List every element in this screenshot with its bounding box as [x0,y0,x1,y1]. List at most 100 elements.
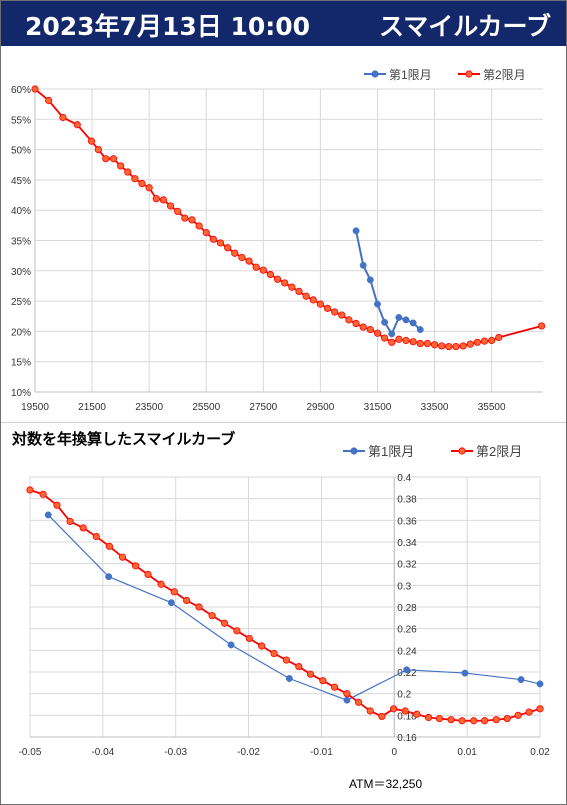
series-2-point [92,532,100,541]
series-2-point [94,146,102,154]
series-2-point [430,341,439,349]
series-1-point [44,511,52,519]
series-2-point [79,524,87,532]
x-tick-label: 21500 [78,402,106,413]
series-2-point [302,292,310,300]
series-1-point [536,680,544,688]
y-tick-label: 55% [11,115,31,126]
series-2-point [102,155,110,163]
series-2-point [224,244,232,252]
series-1-point [381,318,389,326]
header-timestamp: 2023年7月13日 10:00 [25,12,311,41]
series-2-point [132,562,140,570]
series-2-point [288,283,296,291]
series-2-point [117,162,125,170]
legend-swatch-marker [371,70,379,78]
series-1-line [355,230,421,336]
series-2-point [183,596,191,605]
y-tick-label: 0.24 [397,646,417,657]
series-2-point [266,270,275,279]
series-2-point [270,649,278,658]
y-tick-label: 0.26 [397,625,417,636]
series-2-point [39,490,47,498]
series-2-point [233,627,241,635]
series-2-point [366,325,374,334]
series-2-point [59,113,67,122]
atm-annotation: ATM＝32,250 [349,777,423,791]
series-2-point [281,279,289,287]
series-2-point [495,333,503,342]
y-tick-label: 0.4 [397,473,411,484]
x-tick-label: 23500 [135,402,163,413]
y-tick-label: 0.18 [397,711,417,722]
x-tick-label: 27500 [249,402,277,413]
series-2-point [413,710,421,718]
legend-swatch-marker [465,70,473,78]
series-2-point [319,677,327,685]
series-2-point [195,222,203,230]
log-smile-curve-chart: -0.05 -0.04 -0.03 -0.02 -0.01 0 0.01 0.02 0.16 0.… [19,444,551,758]
series-2-point [447,716,455,724]
series-1-point [343,696,351,704]
series-2-point [343,690,351,698]
series-2-point [259,266,267,274]
series-2-point [170,588,178,596]
series-2-point [73,121,81,129]
y-tick-label: 30% [11,267,31,278]
y-tick-label: 0.38 [397,495,417,506]
series-2-point [470,717,478,725]
series-2-point [402,336,410,345]
legend-label: 第1限月 [389,68,432,82]
series-2-point [401,707,409,715]
series-2-point [181,214,189,222]
series-2-point [118,553,127,561]
x-tick-label: 19500 [21,402,49,413]
chart2-title: 対数を年換算したスマイルカーブ [12,430,236,448]
series-1-point [167,599,175,607]
series-2-point [323,304,332,312]
series-2-point [195,603,203,611]
x-tick-label: -0.05 [19,747,42,758]
series-2-point [66,517,74,526]
header-title: スマイルカーブ [379,12,552,41]
y-tick-label: 0.16 [397,733,417,744]
legend-swatch-marker [458,447,466,455]
x-tick-label: 25500 [192,402,220,413]
series-1-point [388,330,396,338]
series-1-point [366,276,374,284]
series-2-point [409,338,417,346]
series-2-point [423,339,432,348]
series-2-point [330,683,339,691]
series-2-point [157,580,165,588]
y-tick-label: 0.36 [397,516,417,527]
series-2-point [536,705,544,713]
series-1-point [105,573,113,581]
series-2-point [537,322,546,330]
series-1-point [461,669,469,677]
series-2-point [525,708,533,716]
series-2-point [231,249,239,257]
series-1-point [359,261,367,269]
y-tick-label: 0.28 [397,603,417,614]
legend-label: 第2限月 [483,68,526,82]
series-1-line [47,514,541,701]
x-tick-label: 35500 [478,402,506,413]
series-2-point [366,707,374,715]
series-2-point [480,337,489,345]
series-2-point [87,137,96,145]
y-tick-label: 60% [11,85,31,96]
y-tick-label: 0.2 [397,690,411,701]
series-2-point [216,239,225,247]
series-2-point [352,319,360,328]
series-1-point [416,326,424,334]
x-tick-label: 33500 [421,402,449,413]
series-2-point [208,612,216,620]
series-2-point [373,329,382,337]
series-2-point [166,202,175,210]
series-2-point [466,340,474,348]
x-tick-label: -0.03 [164,747,187,758]
series-2-point [26,486,34,494]
series-2-point [488,336,496,345]
series-2-point [105,542,114,550]
series-2-point [174,207,182,216]
